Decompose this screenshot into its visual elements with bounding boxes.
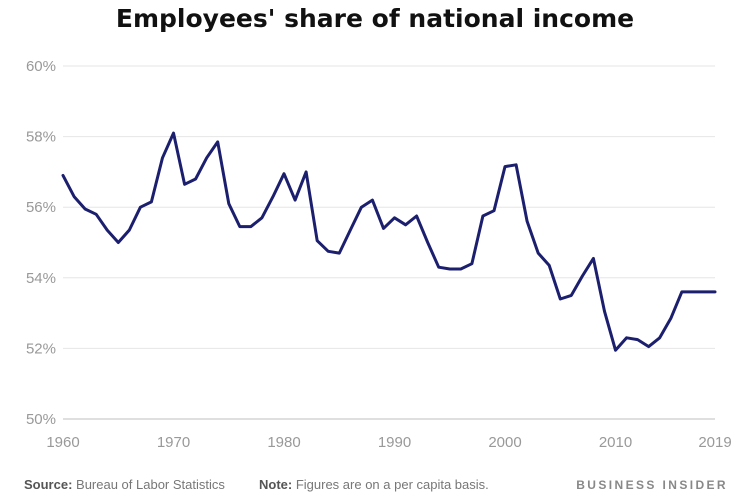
x-tick-label: 1970: [157, 434, 190, 451]
source-text: Bureau of Labor Statistics: [72, 477, 225, 492]
y-tick-label: 50%: [26, 411, 56, 428]
x-tick-label: 2000: [488, 434, 521, 451]
grid-lines: [63, 65, 715, 349]
x-tick-label: 1980: [267, 434, 300, 451]
series-line: [61, 131, 717, 352]
x-tick-label: 1990: [378, 434, 411, 451]
y-axis-tick-labels: 50% 52% 54% 56% 58% 60%: [26, 58, 56, 428]
x-axis-tick-labels: 1960 1970 1980 1990 2000 2010 2019: [46, 434, 731, 451]
y-tick-label: 52%: [26, 340, 56, 357]
chart-note: Note: Figures are on a per capita basis.: [259, 477, 489, 492]
y-tick-label: 56%: [26, 199, 56, 216]
line-chart: 50% 52% 54% 56% 58% 60% 1960 1970 1980 1990 2000 2…: [26, 58, 732, 451]
y-tick-label: 58%: [26, 129, 56, 146]
note-label: Note:: [259, 477, 293, 492]
publisher-logo: BUSINESS INSIDER: [576, 478, 728, 492]
x-tick-label: 2019: [698, 434, 731, 451]
x-tick-label: 2010: [599, 434, 632, 451]
chart-title: Employees' share of national income: [115, 4, 635, 33]
source-label: Source:: [24, 477, 73, 492]
y-tick-label: 54%: [26, 270, 56, 287]
x-tick-label: 1960: [46, 434, 79, 451]
y-tick-label: 60%: [26, 58, 56, 75]
source-credit: Source: Bureau of Labor Statistics: [24, 477, 225, 492]
series-layer: [61, 131, 717, 352]
chart-footer: Source: Bureau of Labor Statistics Note:…: [0, 472, 750, 498]
note-text: Figures are on a per capita basis.: [292, 477, 489, 492]
